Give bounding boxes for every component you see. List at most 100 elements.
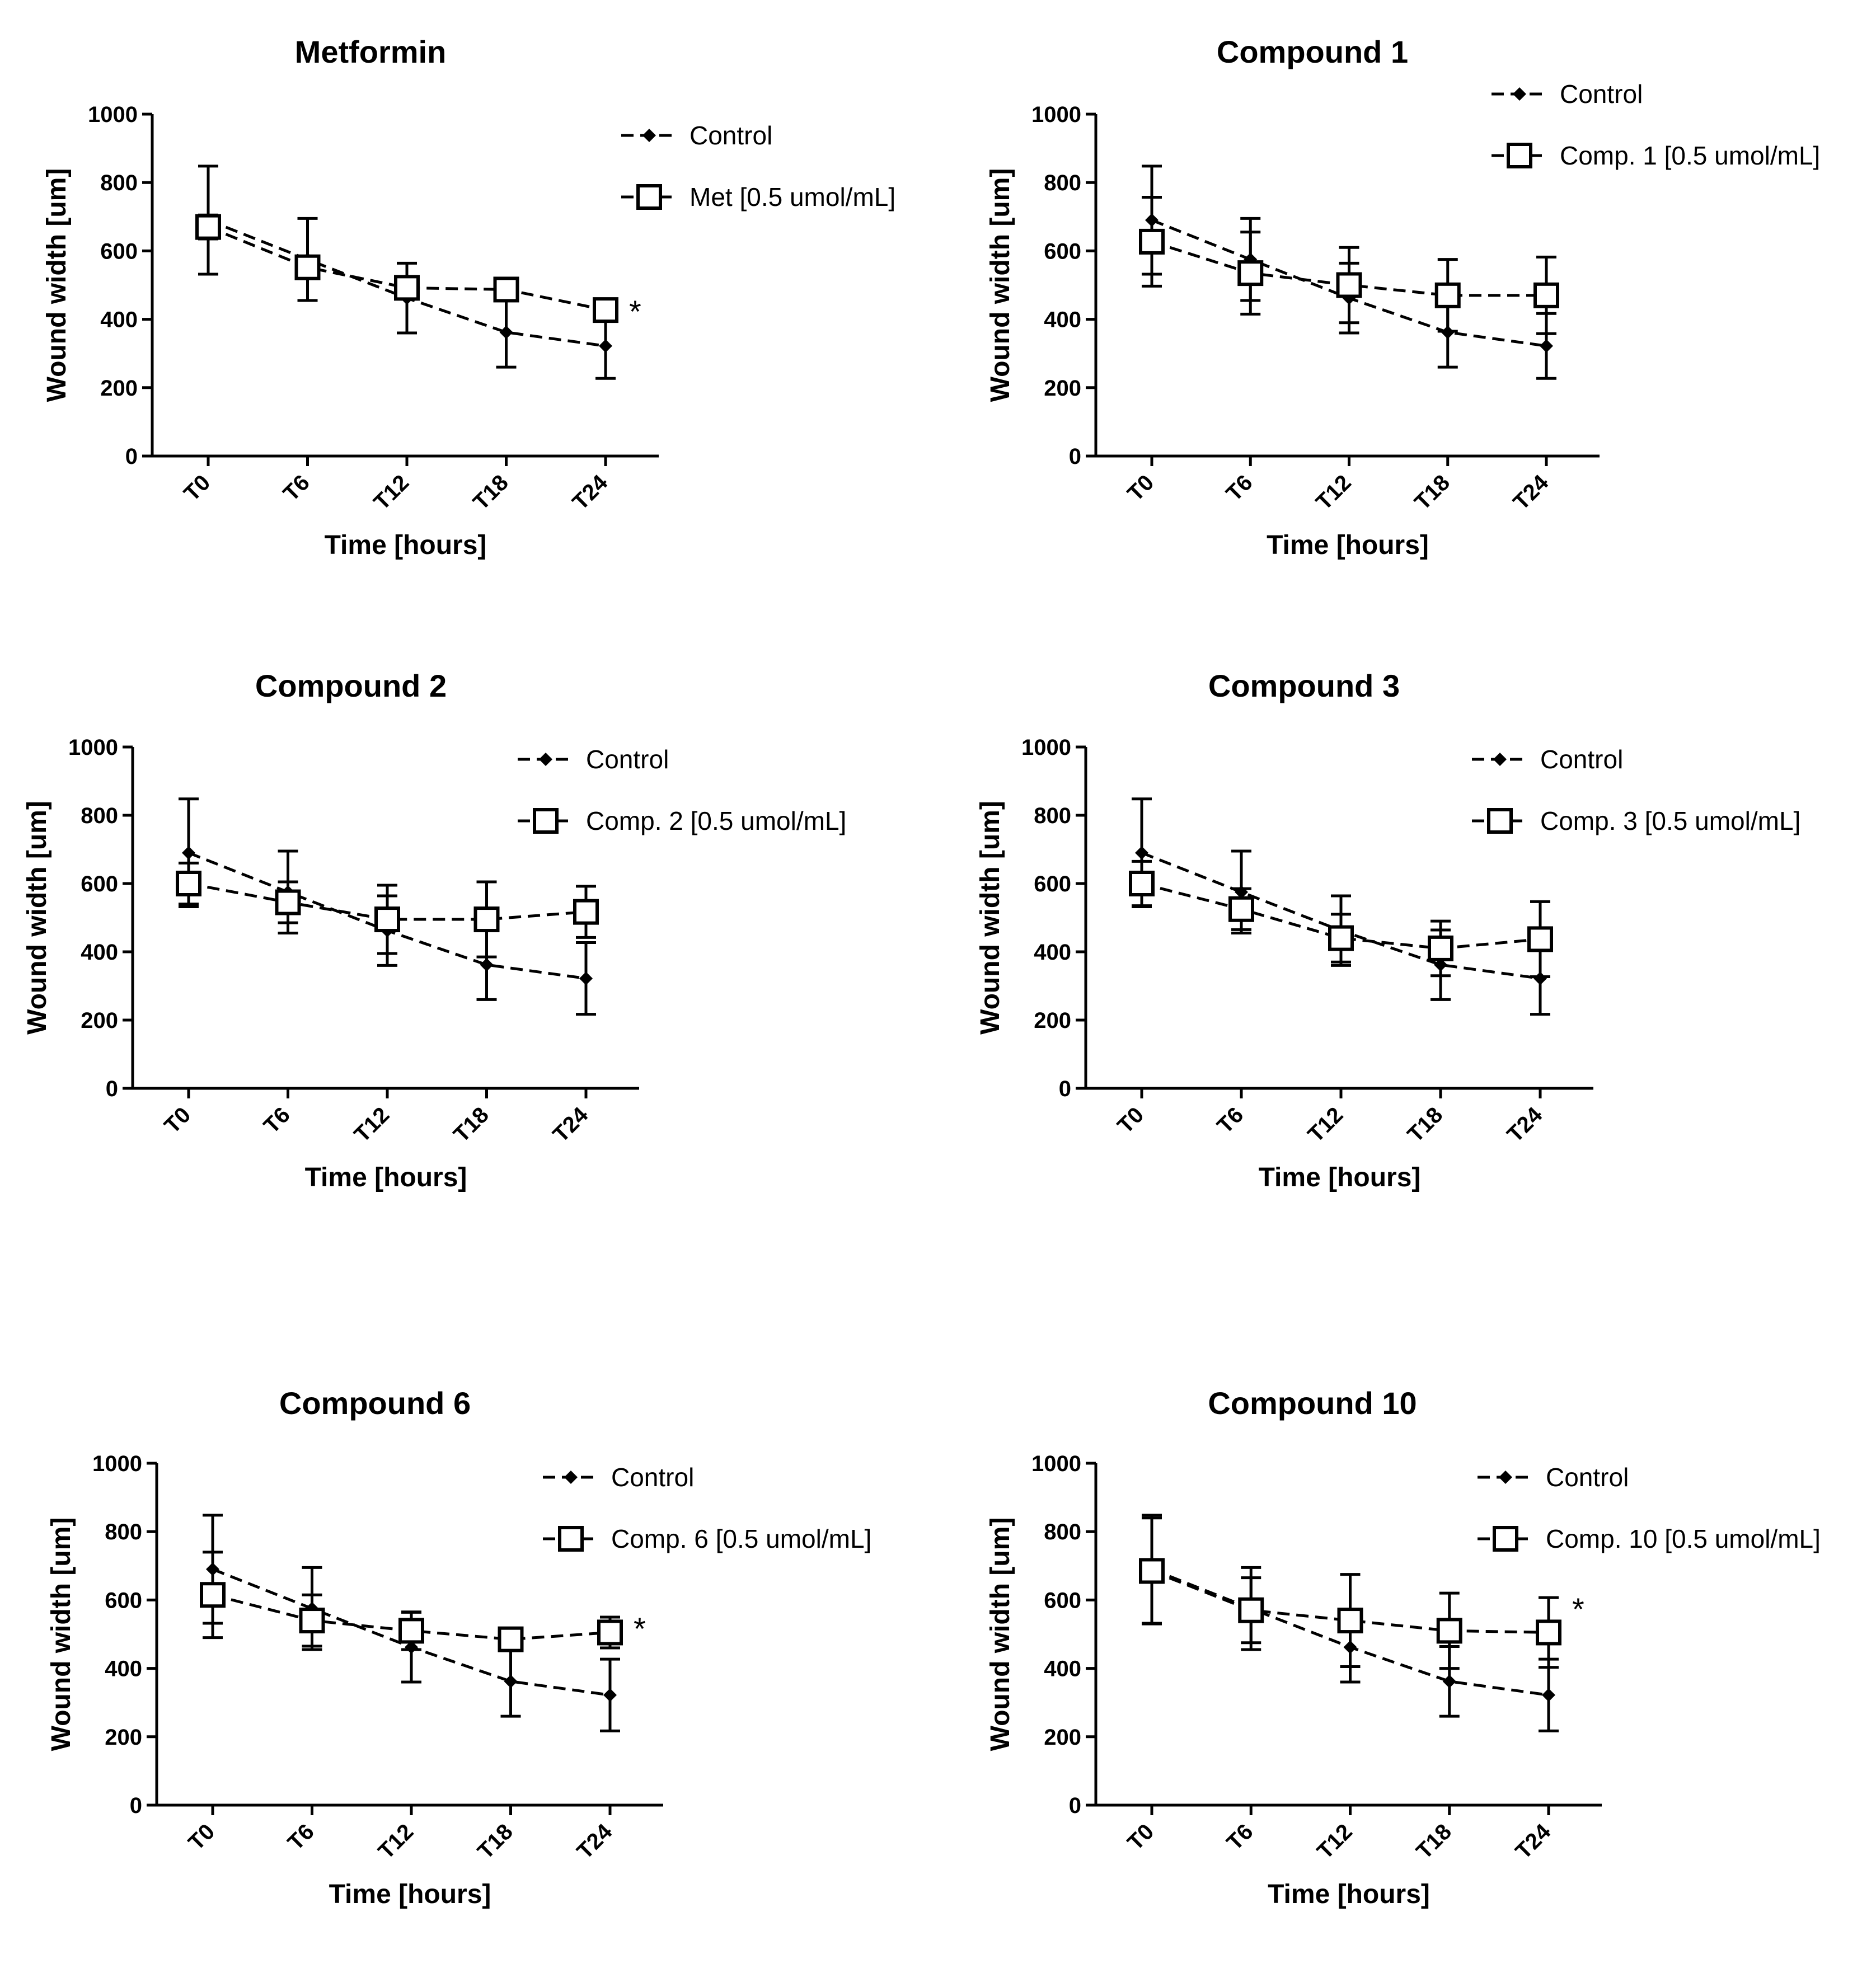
legend-label: Control xyxy=(611,1463,694,1492)
chart-panel-6: Compound 10 0 200 400 600 800 1000 T0 T6 T12 T18 T2… xyxy=(986,1385,1821,1909)
data-point xyxy=(176,871,201,896)
data-point xyxy=(1228,896,1254,922)
legend-marker xyxy=(1487,808,1513,834)
x-tick-label: T6 xyxy=(283,1819,319,1855)
y-tick-label: 600 xyxy=(81,872,118,896)
y-tick-label: 200 xyxy=(1034,1008,1071,1033)
legend: Control Comp. 10 [0.5 umol/mL] xyxy=(1478,1463,1821,1553)
y-tick-label: 400 xyxy=(1034,940,1071,965)
x-tick-label: T12 xyxy=(369,470,414,515)
y-tick-label: 1000 xyxy=(92,1451,142,1476)
y-tick-label: 1000 xyxy=(88,102,138,127)
data-point xyxy=(1135,846,1148,860)
y-tick-label: 200 xyxy=(1044,1725,1081,1750)
x-axis-label: Time [hours] xyxy=(305,1163,467,1192)
legend-label: Control xyxy=(1546,1463,1629,1492)
y-tick-label: 800 xyxy=(100,171,138,195)
data-point xyxy=(294,254,321,280)
x-tick-label: T0 xyxy=(160,1102,195,1138)
legend-label: Comp. 1 [0.5 umol/mL] xyxy=(1560,141,1820,170)
data-point xyxy=(1428,935,1453,961)
legend-label: Comp. 2 [0.5 umol/mL] xyxy=(586,806,846,835)
x-tick-label: T12 xyxy=(1311,470,1356,515)
legend-marker xyxy=(1493,1526,1518,1552)
data-point xyxy=(1533,971,1547,985)
legend-marker xyxy=(539,753,552,766)
x-tick-label: T12 xyxy=(350,1102,395,1147)
data-point xyxy=(182,846,195,860)
x-tick-label: T18 xyxy=(468,470,513,515)
legend: Control Comp. 2 [0.5 umol/mL] xyxy=(518,745,846,835)
x-axis-label: Time [hours] xyxy=(1259,1163,1421,1192)
data-point xyxy=(579,971,593,985)
x-tick-label: T12 xyxy=(1303,1102,1348,1147)
data-point xyxy=(1139,228,1165,255)
legend-marker xyxy=(1507,143,1532,168)
y-axis-label: Wound width [um] xyxy=(42,168,72,402)
y-tick-label: 1000 xyxy=(1031,102,1081,127)
y-tick-label: 600 xyxy=(100,239,138,264)
x-tick-label: T6 xyxy=(1221,470,1257,506)
x-tick-label: T18 xyxy=(449,1102,494,1147)
x-tick-label: T18 xyxy=(473,1819,518,1864)
legend: Control Met [0.5 umol/mL] xyxy=(621,121,895,212)
y-tick-label: 1000 xyxy=(1031,1451,1081,1476)
data-point xyxy=(1540,339,1553,353)
data-point xyxy=(1328,925,1354,951)
x-axis-label: Time [hours] xyxy=(1267,530,1429,560)
data-point xyxy=(1527,926,1553,952)
data-point xyxy=(499,325,513,339)
data-point xyxy=(1238,1597,1264,1623)
y-axis-label: Wound width [um] xyxy=(22,801,52,1035)
series-treatment xyxy=(195,213,618,323)
legend-label: Met [0.5 umol/mL] xyxy=(690,182,895,212)
y-tick-label: 0 xyxy=(125,444,138,469)
data-point xyxy=(1542,1688,1555,1702)
legend-label: Control xyxy=(586,745,669,774)
y-axis-label: Wound width [um] xyxy=(986,1518,1015,1751)
x-tick-label: T6 xyxy=(279,470,315,506)
data-point xyxy=(200,1582,226,1608)
y-tick-label: 200 xyxy=(81,1008,118,1033)
x-tick-label: T0 xyxy=(184,1819,219,1855)
chart-panel-4: Compound 3 0 200 400 600 800 1000 T0 T6 T12 T18 T24… xyxy=(975,668,1800,1192)
data-point xyxy=(374,906,400,933)
x-tick-label: T6 xyxy=(1212,1102,1248,1138)
chart-panel-1: Metformin 0 200 400 600 800 1000 T0 T6 T12 T18 T24 T… xyxy=(42,34,895,560)
series-treatment xyxy=(1139,1516,1561,1670)
data-point xyxy=(195,214,221,240)
legend-marker xyxy=(558,1526,584,1552)
x-tick-label: T18 xyxy=(1410,470,1455,515)
chart-panel-2: Compound 1 0 200 400 600 800 1000 T0 T6 T12 T18 T24… xyxy=(986,34,1820,560)
y-tick-label: 400 xyxy=(1044,1657,1081,1681)
y-tick-label: 0 xyxy=(1069,444,1081,469)
significance-marker: * xyxy=(1572,1591,1584,1627)
x-tick-label: T12 xyxy=(374,1819,419,1864)
y-axis-label: Wound width [um] xyxy=(986,168,1015,402)
y-tick-label: 0 xyxy=(106,1077,118,1101)
data-point xyxy=(1129,871,1155,896)
chart-panel-3: Compound 2 0 200 400 600 800 1000 T0 T6 T12 T18 T24… xyxy=(22,668,846,1192)
data-point xyxy=(1442,1674,1456,1688)
data-point xyxy=(1436,1618,1462,1644)
legend-label: Control xyxy=(690,121,772,150)
data-point xyxy=(498,1626,524,1652)
x-axis-label: Time [hours] xyxy=(325,530,487,560)
x-tick-label: T0 xyxy=(1123,1819,1159,1855)
y-tick-label: 200 xyxy=(105,1725,142,1750)
legend-label: Control xyxy=(1540,745,1623,774)
series-treatment xyxy=(1139,195,1559,335)
series-control xyxy=(198,165,616,380)
y-tick-label: 400 xyxy=(81,940,118,965)
data-point xyxy=(394,275,420,301)
data-point xyxy=(299,1608,325,1634)
series-treatment xyxy=(176,861,599,959)
data-point xyxy=(593,297,618,323)
y-tick-label: 800 xyxy=(1034,804,1071,828)
data-point xyxy=(573,899,599,925)
legend-label: Comp. 10 [0.5 umol/mL] xyxy=(1546,1524,1821,1553)
y-tick-label: 800 xyxy=(1044,171,1081,195)
x-tick-label: T24 xyxy=(1503,1102,1547,1147)
x-tick-label: T24 xyxy=(568,470,613,515)
